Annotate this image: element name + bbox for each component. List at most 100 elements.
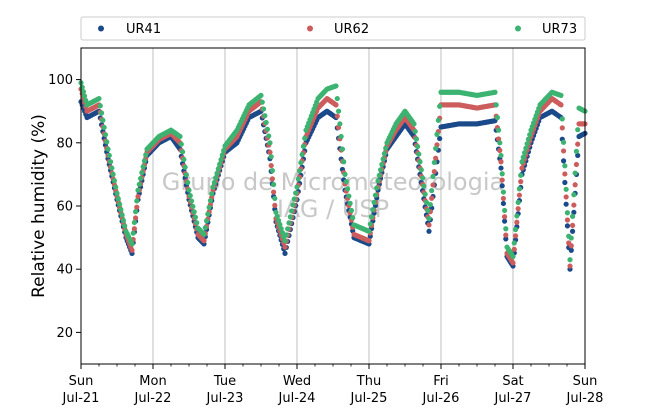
data-point [431, 159, 437, 166]
data-point [335, 108, 342, 114]
data-point [214, 170, 220, 176]
data-point [560, 139, 567, 145]
data-point [569, 213, 576, 219]
data-point [275, 217, 282, 224]
data-point [519, 159, 525, 165]
legend-marker [515, 25, 521, 32]
data-point [575, 141, 581, 147]
data-point [339, 146, 346, 152]
legend: UR41 UR62 UR73 [80, 16, 586, 41]
data-point [334, 113, 340, 119]
data-point [497, 140, 503, 146]
data-point [343, 179, 349, 185]
data-point [177, 133, 183, 140]
data-point [219, 152, 225, 158]
data-point [564, 217, 571, 223]
legend-marker [307, 25, 313, 32]
data-point [434, 131, 440, 137]
data-point [116, 201, 123, 207]
data-point [573, 161, 580, 168]
data-point [575, 127, 581, 133]
data-point [348, 207, 355, 214]
data-point [568, 243, 574, 249]
data-point [263, 119, 269, 126]
data-point [347, 200, 353, 206]
data-point [194, 220, 200, 226]
data-point [500, 189, 506, 195]
data-point [268, 162, 274, 169]
data-point [502, 218, 508, 224]
data-point [80, 89, 86, 95]
data-point [267, 140, 273, 146]
data-point [371, 199, 377, 205]
data-point [269, 168, 275, 174]
data-point [283, 232, 289, 238]
data-point [510, 253, 516, 260]
data-point [129, 247, 135, 253]
data-point [571, 209, 577, 215]
data-point [527, 132, 533, 138]
y-tick-label: 100 [48, 73, 73, 88]
data-point [285, 226, 291, 232]
data-point [500, 195, 506, 202]
data-point [437, 103, 443, 109]
data-point [511, 240, 517, 246]
data-point [523, 145, 529, 151]
data-point [205, 211, 211, 217]
x-tick-day: Thu [356, 374, 381, 389]
data-point [295, 176, 301, 182]
data-point [259, 99, 265, 105]
data-point [134, 204, 140, 210]
data-point [370, 207, 376, 213]
data-point [418, 167, 424, 173]
y-tick-label: 20 [56, 326, 73, 341]
data-point [383, 145, 389, 151]
data-point [521, 150, 528, 156]
data-point [381, 151, 388, 157]
data-point [190, 203, 196, 210]
data-point [500, 200, 506, 207]
data-point [558, 92, 564, 98]
data-point [143, 152, 149, 158]
data-point [272, 195, 278, 202]
data-point [560, 148, 567, 154]
data-point [411, 121, 417, 127]
data-point [182, 164, 188, 170]
data-point [120, 217, 127, 224]
data-point [179, 149, 186, 155]
x-tick-day: Wed [283, 374, 311, 389]
data-point [296, 168, 303, 174]
data-point [496, 127, 502, 133]
data-point [140, 164, 146, 170]
data-point [260, 106, 267, 112]
data-point [98, 110, 105, 116]
data-point [333, 102, 339, 108]
data-point [344, 186, 351, 192]
data-point [107, 159, 114, 165]
data-point [115, 196, 121, 202]
x-tick-date: Jul-24 [278, 391, 316, 406]
data-point [573, 148, 580, 154]
data-point [201, 238, 207, 244]
data-point [334, 95, 340, 102]
data-point [350, 215, 356, 221]
y-axis: 20 40 60 80 100 [48, 73, 81, 341]
data-point [82, 93, 88, 99]
data-point [100, 117, 106, 123]
data-point [518, 179, 524, 185]
data-point [367, 221, 373, 227]
data-point [430, 173, 436, 180]
data-point [102, 132, 109, 138]
data-point [136, 181, 142, 187]
data-point [519, 165, 525, 171]
data-point [502, 207, 508, 214]
data-point [415, 143, 421, 150]
data-point [262, 113, 268, 119]
data-point [421, 183, 427, 189]
data-point [130, 230, 136, 236]
data-point [139, 169, 145, 176]
data-point [417, 159, 423, 165]
data-point [412, 128, 418, 135]
data-point [425, 207, 431, 214]
